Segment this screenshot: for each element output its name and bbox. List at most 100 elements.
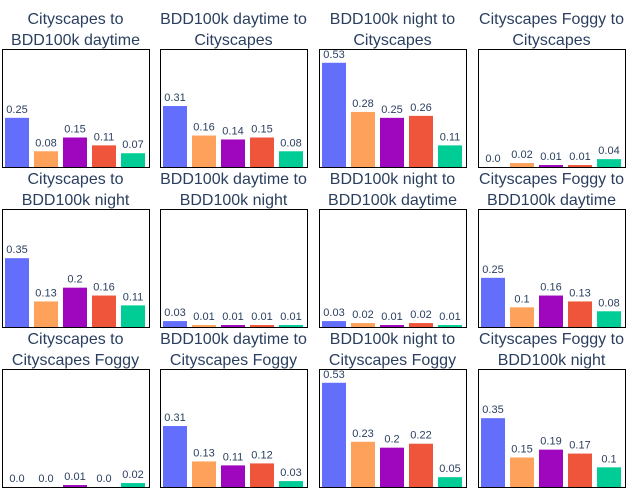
chart-title-line: Cityscapes Foggy xyxy=(329,352,456,369)
data-label: 0.13 xyxy=(193,447,214,459)
data-label: 0.11 xyxy=(123,291,144,303)
data-label: 0.02 xyxy=(122,469,143,481)
chart-frame xyxy=(160,369,308,488)
bar xyxy=(438,325,462,327)
bar xyxy=(221,325,245,327)
bar xyxy=(250,137,274,167)
data-label: 0.08 xyxy=(35,137,56,149)
chart-panel: Cityscapes Foggy to Cityscapes 0.0 0.02 0.01… xyxy=(478,11,626,168)
data-label: 0.0 xyxy=(96,473,111,485)
bar xyxy=(63,137,87,167)
bar xyxy=(163,426,187,487)
chart-title-line: Cityscapes Foggy to xyxy=(479,331,624,348)
data-label: 0.12 xyxy=(251,449,272,461)
bar xyxy=(250,463,274,487)
data-label: 0.01 xyxy=(540,151,561,163)
data-label: 0.02 xyxy=(410,309,431,321)
data-label: 0.23 xyxy=(352,428,373,440)
data-label: 0.03 xyxy=(280,467,301,479)
chart-title-line: BDD100k night to xyxy=(330,171,456,188)
data-label: 0.2 xyxy=(384,434,399,446)
bar xyxy=(380,325,404,327)
chart-title-line: BDD100k daytime to xyxy=(160,331,307,348)
bar xyxy=(92,295,116,327)
data-label: 0.25 xyxy=(381,104,402,116)
data-label: 0.13 xyxy=(35,287,56,299)
chart-title-line: Cityscapes Foggy to xyxy=(479,11,624,28)
chart-title-line: Cityscapes Foggy xyxy=(170,352,297,369)
chart-frame xyxy=(478,49,626,168)
data-label: 0.11 xyxy=(223,451,244,463)
data-label: 0.05 xyxy=(439,463,460,475)
data-label: 0.01 xyxy=(381,311,402,323)
bar xyxy=(568,301,592,327)
data-label: 0.53 xyxy=(323,369,344,381)
chart-title-line: BDD100k night xyxy=(22,192,130,209)
bar xyxy=(568,453,592,487)
bar xyxy=(539,449,563,487)
chart-frame xyxy=(160,49,308,168)
data-label: 0.01 xyxy=(251,311,272,323)
bar xyxy=(63,287,87,327)
data-label: 0.03 xyxy=(164,307,185,319)
data-label: 0.35 xyxy=(482,404,503,416)
chart-title-line: Cityscapes xyxy=(353,32,431,49)
bar xyxy=(322,62,346,168)
chart-panel: BDD100k daytime to BDD100k night 0.03 0.01 0… xyxy=(160,171,308,328)
data-label: 0.16 xyxy=(93,282,114,294)
data-label: 0.2 xyxy=(67,274,82,286)
data-label: 0.17 xyxy=(569,440,590,452)
bar xyxy=(510,307,534,327)
bar xyxy=(221,465,245,487)
chart-panel: Cityscapes Foggy to BDD100k daytime 0.25 0.… xyxy=(478,171,626,328)
data-label: 0.26 xyxy=(410,102,431,114)
data-label: 0.01 xyxy=(280,311,301,323)
data-label: 0.08 xyxy=(280,137,301,149)
bar xyxy=(34,301,58,327)
bar xyxy=(351,323,375,327)
chart-title-line: Cityscapes to xyxy=(27,171,123,188)
data-label: 0.31 xyxy=(164,92,185,104)
chart-frame xyxy=(478,369,626,488)
chart-panel: Cityscapes to Cityscapes Foggy 0.0 0.0 0.01 0… xyxy=(2,331,150,488)
chart-frame xyxy=(2,369,150,488)
chart-title-line: Cityscapes Foggy xyxy=(12,352,139,369)
chart-title-line: Cityscapes Foggy to xyxy=(479,171,624,188)
chart-title-line: Cityscapes to xyxy=(27,11,123,28)
chart-title-line: BDD100k daytime xyxy=(487,192,616,209)
bar xyxy=(351,111,375,167)
bar xyxy=(481,277,505,327)
data-label: 0.02 xyxy=(352,309,373,321)
chart-panel: Cityscapes to BDD100k daytime 0.25 0.08 0.15… xyxy=(2,11,150,168)
chart-title-line: BDD100k night xyxy=(498,352,606,369)
data-label: 0.0 xyxy=(9,473,24,485)
data-label: 0.25 xyxy=(482,264,503,276)
chart-title-line: Cityscapes xyxy=(512,32,590,49)
bar xyxy=(409,323,433,327)
chart-panel: BDD100k night to BDD100k daytime 0.03 0.02 0… xyxy=(319,171,467,328)
data-label: 0.08 xyxy=(598,297,619,309)
chart-panel: BDD100k daytime to Cityscapes 0.31 0.16 0.14… xyxy=(160,11,308,168)
data-label: 0.13 xyxy=(569,287,590,299)
data-label: 0.1 xyxy=(514,293,529,305)
data-label: 0.11 xyxy=(94,131,115,143)
data-label: 0.35 xyxy=(6,244,27,256)
bar xyxy=(409,443,433,487)
chart-title-line: Cityscapes to xyxy=(27,331,123,348)
data-label: 0.53 xyxy=(323,49,344,61)
data-label: 0.0 xyxy=(485,153,500,165)
chart-frame xyxy=(319,209,467,328)
bar xyxy=(380,117,404,167)
data-label: 0.31 xyxy=(164,412,185,424)
bar xyxy=(121,305,145,327)
data-label: 0.25 xyxy=(6,104,27,116)
data-label: 0.16 xyxy=(540,282,561,294)
bar xyxy=(121,153,145,167)
chart-panel: BDD100k daytime to Cityscapes Foggy 0.31 0.… xyxy=(160,331,308,488)
bar xyxy=(192,325,216,327)
chart-frame xyxy=(319,49,467,168)
data-label: 0.01 xyxy=(439,311,460,323)
data-label: 0.16 xyxy=(193,122,214,134)
